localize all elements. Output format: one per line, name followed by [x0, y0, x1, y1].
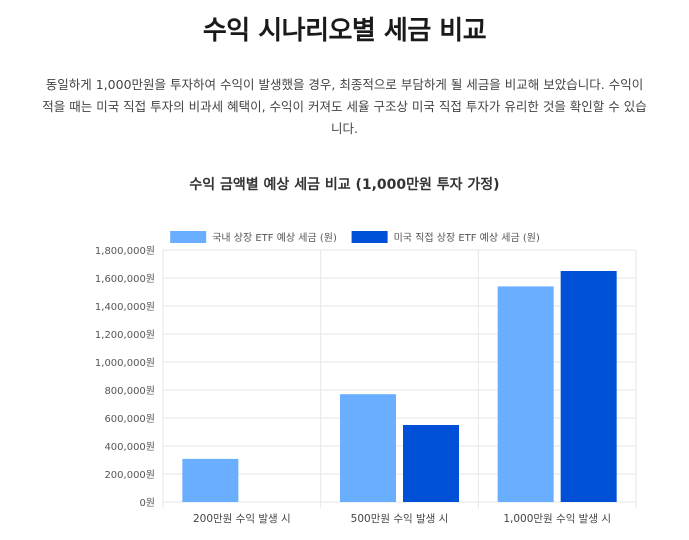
- y-tick-label: 1,400,000원: [95, 301, 155, 313]
- legend-swatch: [351, 231, 388, 243]
- y-tick-label: 1,600,000원: [95, 273, 155, 285]
- y-tick-label: 800,000원: [104, 385, 155, 397]
- x-tick-label: 200만원 수익 발생 시: [193, 513, 291, 525]
- y-tick-label: 200,000원: [104, 469, 155, 481]
- x-tick-label: 500만원 수익 발생 시: [351, 513, 449, 525]
- x-tick-label: 1,000만원 수익 발생 시: [503, 513, 611, 525]
- bar: [340, 394, 396, 502]
- chart-title: 수익 금액별 예상 세금 비교 (1,000만원 투자 가정): [189, 177, 500, 193]
- legend-label: 국내 상장 ETF 예상 세금 (원): [212, 232, 337, 244]
- y-tick-label: 600,000원: [104, 413, 155, 425]
- y-tick-label: 1,000,000원: [95, 357, 155, 369]
- legend-label: 미국 직접 상장 ETF 예상 세금 (원): [394, 232, 540, 244]
- bar: [560, 271, 617, 502]
- y-tick-label: 1,200,000원: [95, 329, 155, 341]
- legend-swatch: [170, 231, 207, 243]
- bar: [403, 425, 459, 502]
- bar: [497, 286, 554, 502]
- page-title: 수익 시나리오별 세금 비교: [202, 16, 487, 46]
- y-tick-label: 400,000원: [104, 441, 155, 453]
- page-description: 동일하게 1,000만원을 투자하여 수익이 발생했을 경우, 최종적으로 부담…: [42, 77, 647, 136]
- bar: [182, 458, 239, 502]
- y-tick-label: 1,800,000원: [95, 245, 155, 257]
- y-tick-label: 0원: [139, 497, 155, 509]
